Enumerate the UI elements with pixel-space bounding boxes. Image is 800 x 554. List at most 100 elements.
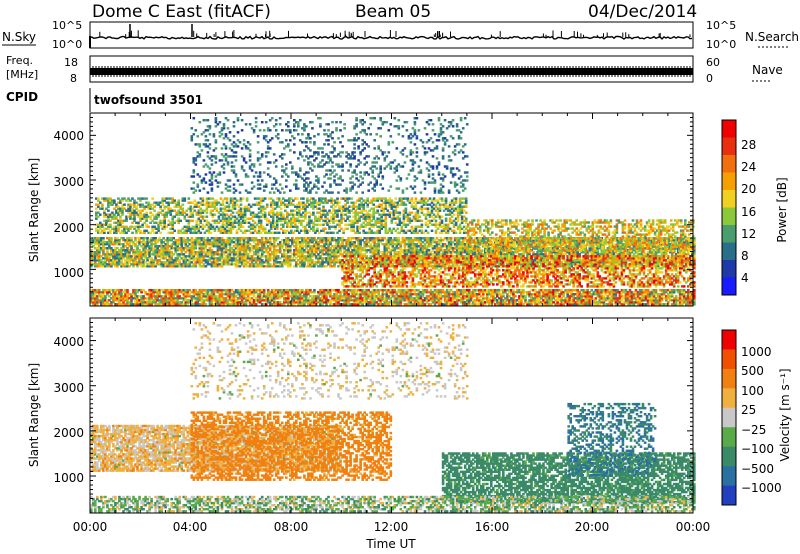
power-cell [305,243,308,246]
power-cell [102,247,105,250]
power-cell [455,247,459,250]
power-cell [198,265,202,268]
power-cell [182,261,186,264]
power-cell [192,241,196,244]
power-cell [208,259,212,262]
power-cell [435,253,439,256]
power-cell [187,197,191,200]
power-cell [154,265,157,268]
power-cell [172,241,176,244]
power-cell [193,199,197,202]
power-cell [453,237,457,240]
power-cell [238,239,242,242]
power-cell [214,245,218,248]
nave-label: Nave [752,63,783,77]
power-cell [371,251,375,254]
power-cell [210,251,214,254]
power-cell [339,239,342,242]
power-cell [110,259,113,262]
power-cell [152,265,155,268]
power-cell [233,225,237,229]
power-cell [256,259,260,262]
power-cell [467,263,471,266]
power-cell [148,255,151,258]
power-cell [146,237,149,240]
power-cell [206,239,210,242]
power-cell [359,263,362,266]
power-cell [94,255,97,258]
power-cell [345,255,348,258]
power-cell [355,245,358,248]
power-cell [118,251,121,254]
power-cell [333,249,336,252]
power-cell [311,251,314,254]
power-cell [218,265,222,268]
power-cell [375,253,379,256]
power-cell [168,263,172,266]
power-cell [272,249,276,252]
power-cell [100,243,103,246]
power-cell [425,239,429,242]
power-cell [122,237,125,240]
power-cell [349,241,352,244]
power-cell [325,257,328,260]
power-cell [375,261,379,264]
power-cell [178,259,182,262]
power-cell [283,255,286,258]
power-cell [437,251,441,254]
power-cell [437,265,441,268]
power-cell [407,237,411,240]
power-cell [108,255,111,258]
power-cell [106,247,109,250]
power-cell [106,243,109,246]
power-cell [106,255,109,258]
power-cell [268,239,272,242]
power-cell [206,251,210,254]
power-cell [120,253,123,256]
power-cell [313,247,316,250]
power-cell [212,251,216,254]
power-cell [148,265,151,268]
power-cell [357,251,360,254]
power-cell [357,243,360,246]
power-cell [248,237,252,240]
power-cell [152,261,155,264]
power-cell [181,207,185,210]
power-cell [341,247,344,250]
power-cell [272,241,276,244]
power-cell [90,261,93,264]
power-cell [178,243,182,246]
power-cell [445,247,449,250]
power-cell [124,253,127,256]
power-cell [413,247,417,250]
power-cell [166,263,170,266]
power-cell [250,259,254,262]
power-cell [447,247,451,250]
power-cell [180,237,184,240]
power-cell [218,255,222,258]
power-cell [161,201,165,204]
power-cell [258,265,262,268]
power-cell [303,255,306,258]
power-cell [250,245,254,248]
power-cell [285,241,288,244]
power-cell [106,265,109,268]
power-cell [371,263,375,266]
power-cell [254,261,258,264]
power-cell [395,253,399,256]
power-cell [164,265,168,268]
power-cell [327,239,330,242]
power-cell [371,241,375,244]
power-cell [309,249,312,252]
power-cell [431,241,435,244]
power-cell [120,243,123,246]
power-cell [431,259,435,262]
power-cell [295,253,298,256]
power-cell [162,251,166,254]
power-cell [202,237,206,240]
power-cell [204,253,208,256]
power-cell [126,247,129,250]
power-cell [275,201,279,204]
power-cell [256,265,260,268]
power-cell [256,255,260,258]
